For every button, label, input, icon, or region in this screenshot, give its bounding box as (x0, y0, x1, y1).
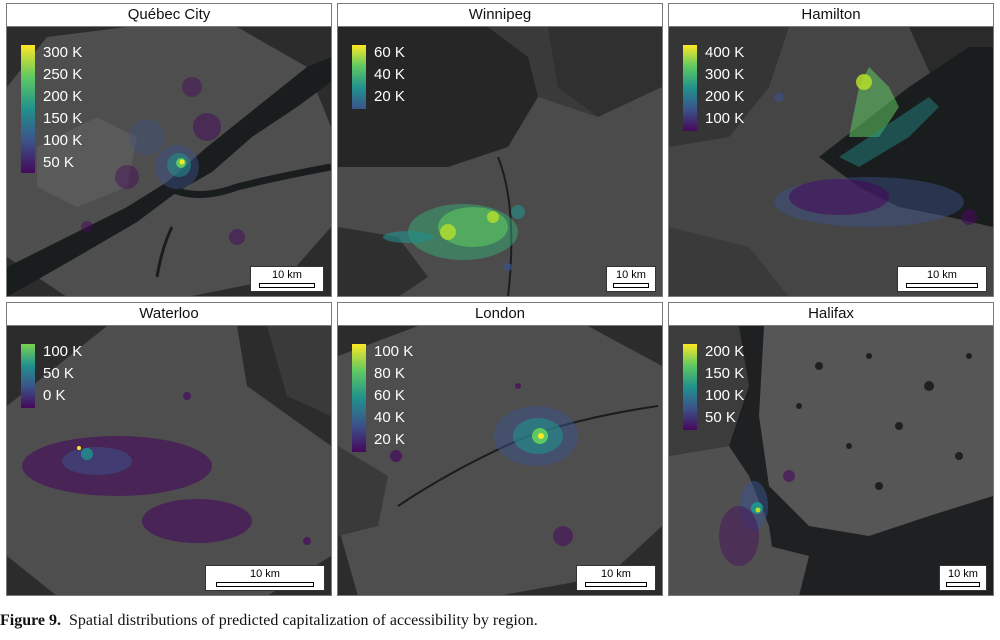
legend-label: 150 K (43, 110, 83, 127)
legend-label: 60 K (374, 44, 405, 61)
legend-label: 300 K (705, 66, 745, 83)
caption-label: Figure 9. (0, 612, 62, 629)
panel-london: London 100 K 80 K 60 K 40 K 20 K 10 km (337, 302, 663, 596)
scale-label: 10 km (272, 269, 302, 281)
scale-line (946, 582, 980, 587)
map-quebec-city (7, 27, 331, 296)
legend-label: 0 K (43, 387, 66, 404)
scale-bar: 10 km (606, 266, 656, 292)
map-winnipeg (338, 27, 662, 296)
scale-bar: 10 km (897, 266, 987, 292)
scale-line (216, 582, 314, 587)
legend-label: 40 K (374, 409, 405, 426)
scale-bar: 10 km (576, 565, 656, 591)
panel-title: Hamilton (669, 4, 993, 27)
accessibility-points (383, 204, 525, 271)
scale-label: 10 km (601, 568, 631, 580)
legend-label: 50 K (705, 409, 736, 426)
scale-line (613, 283, 649, 288)
legend-label: 200 K (43, 88, 83, 105)
legend-label: 100 K (43, 132, 83, 149)
water-speckles (796, 353, 972, 490)
legend-colorbar (352, 45, 366, 109)
map-london (338, 326, 662, 595)
legend-label: 250 K (43, 66, 83, 83)
accessibility-points (390, 383, 578, 546)
legend-label: 100 K (705, 110, 745, 127)
scale-line (585, 582, 647, 587)
legend-label: 50 K (43, 154, 74, 171)
legend-label: 300 K (43, 44, 83, 61)
legend-colorbar (352, 344, 366, 452)
legend-colorbar (21, 45, 35, 173)
panel-quebec-city: Québec City 300 K 250 K 200 K 150 K 100 … (6, 3, 332, 297)
legend-label: 200 K (705, 88, 745, 105)
panel-title: Halifax (669, 303, 993, 326)
legend-colorbar (683, 344, 697, 430)
legend-label: 60 K (374, 387, 405, 404)
scale-line (259, 283, 315, 288)
caption-text: Spatial distributions of predicted capit… (69, 612, 538, 629)
scale-label: 10 km (250, 568, 280, 580)
legend-label: 80 K (374, 365, 405, 382)
legend-label: 100 K (43, 343, 83, 360)
legend-label: 200 K (705, 343, 745, 360)
legend-colorbar (21, 344, 35, 408)
legend-label: 100 K (705, 387, 745, 404)
figure-caption: Figure 9. Spatial distributions of predi… (0, 612, 538, 630)
scale-line (906, 283, 978, 288)
accessibility-points (719, 470, 795, 566)
legend-label: 50 K (43, 365, 74, 382)
scale-bar: 10 km (939, 565, 987, 591)
legend-label: 400 K (705, 44, 745, 61)
legend-colorbar (683, 45, 697, 131)
scale-label: 10 km (948, 568, 978, 580)
legend-label: 100 K (374, 343, 414, 360)
panel-title: London (338, 303, 662, 326)
accessibility-points (22, 392, 311, 545)
accessibility-points (774, 67, 977, 227)
panel-halifax: Halifax 200 K 150 K 100 K 50 K 10 km (668, 302, 994, 596)
scale-label: 10 km (927, 269, 957, 281)
scale-label: 10 km (616, 269, 646, 281)
panel-title: Québec City (7, 4, 331, 27)
legend-label: 150 K (705, 365, 745, 382)
panel-hamilton: Hamilton 400 K 300 K 200 K 100 K 10 km (668, 3, 994, 297)
legend-label: 20 K (374, 431, 405, 448)
panel-winnipeg: Winnipeg 60 K 40 K 20 K 10 km (337, 3, 663, 297)
legend-label: 20 K (374, 88, 405, 105)
panel-title: Waterloo (7, 303, 331, 326)
accessibility-points (81, 77, 245, 245)
panel-waterloo: Waterloo 100 K 50 K 0 K 10 km (6, 302, 332, 596)
scale-bar: 10 km (250, 266, 324, 292)
map-waterloo (7, 326, 331, 595)
scale-bar: 10 km (205, 565, 325, 591)
panel-title: Winnipeg (338, 4, 662, 27)
legend-label: 40 K (374, 66, 405, 83)
map-hamilton (669, 27, 993, 296)
map-halifax (669, 326, 993, 595)
